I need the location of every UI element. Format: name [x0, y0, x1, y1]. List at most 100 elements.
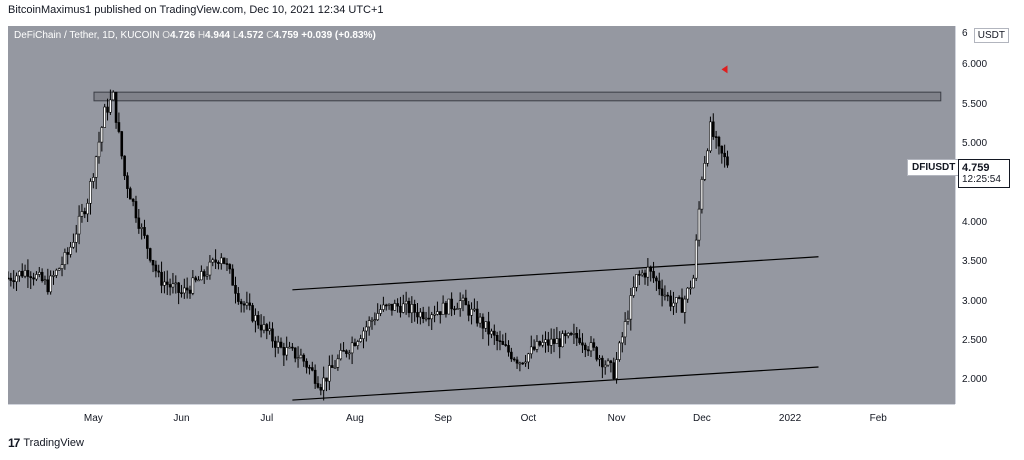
resistance-zone: [93, 91, 942, 102]
candle-body: [291, 346, 294, 349]
candle-body: [106, 106, 109, 113]
candle-body: [55, 269, 58, 276]
candle-body: [114, 91, 118, 123]
candle-body: [490, 330, 493, 335]
candle-body: [202, 271, 206, 277]
candle-body: [308, 367, 311, 369]
candle-body: [57, 268, 61, 271]
candle-body: [100, 127, 104, 143]
candle-body: [228, 264, 232, 270]
candle-body: [15, 275, 18, 283]
candle-body: [603, 364, 607, 368]
candle-body: [60, 264, 64, 269]
candle-body: [23, 270, 27, 277]
candle-body: [262, 324, 266, 331]
candle-body: [316, 383, 320, 388]
candle-body: [302, 354, 306, 362]
candle-body: [222, 257, 226, 264]
candle-body: [464, 297, 468, 306]
candle-body: [669, 295, 672, 307]
candle-body: [601, 357, 604, 368]
price-axis[interactable]: USDT 6.0005.5005.0004.5004.0003.5003.000…: [955, 26, 1015, 404]
candle-body: [214, 259, 217, 263]
chart-plot-area[interactable]: DeFiChain / Tether, 1D, KUCOIN O4.726 H4…: [8, 26, 955, 404]
candle-body: [40, 271, 44, 282]
x-tick-label: Jul: [260, 413, 274, 424]
candle-body: [393, 303, 397, 311]
candle-body: [626, 318, 630, 322]
candle-body: [487, 321, 490, 335]
candle-body: [310, 367, 314, 371]
candle-body: [160, 271, 163, 286]
low-key: L: [232, 30, 239, 41]
candle-body: [558, 338, 562, 348]
candle-body: [63, 252, 67, 265]
candle-body: [29, 276, 33, 279]
candle-body: [370, 319, 374, 322]
candle-body: [140, 227, 143, 229]
candle-body: [126, 175, 129, 189]
candle-body: [467, 304, 471, 316]
x-tick-label: Dec: [692, 413, 711, 424]
candle-body: [80, 211, 84, 217]
candle-body: [458, 300, 462, 309]
candle-body: [456, 308, 459, 310]
candle-body: [94, 156, 98, 178]
open-key: O: [162, 30, 170, 41]
candle-body: [675, 297, 678, 304]
candle-body: [629, 295, 633, 320]
candle-body: [180, 292, 183, 294]
candle-body: [384, 304, 388, 307]
low-value: 4.572: [238, 30, 264, 41]
candle-body: [120, 131, 124, 157]
candle-body: [419, 311, 422, 318]
candle-body: [26, 270, 30, 277]
publisher-header: BitcoinMaximus1 published on TradingView…: [8, 4, 384, 16]
red-marker-arrow: [721, 65, 728, 74]
y-tick-label: 3.500: [962, 256, 988, 268]
candle-body: [407, 300, 411, 314]
candle-body: [697, 208, 701, 241]
candle-body: [32, 277, 35, 280]
candle-body: [347, 352, 351, 355]
last-price: 4.759: [962, 162, 990, 174]
candle-body: [549, 338, 553, 346]
candle-countdown: 12:25:54: [962, 174, 1001, 185]
candle-body: [37, 271, 41, 275]
candle-body: [365, 326, 368, 332]
footer-brand[interactable]: 17 TradingView: [8, 436, 84, 450]
candle-body: [183, 287, 186, 294]
candle-body: [527, 353, 530, 363]
candle-body: [649, 266, 653, 272]
candle-body: [686, 287, 689, 300]
candle-body: [694, 239, 698, 279]
candle-body: [296, 357, 300, 360]
candle-body: [123, 155, 126, 177]
y-tick-label: 6: [962, 28, 968, 39]
candle-body: [245, 302, 249, 306]
candle-body: [584, 344, 587, 351]
candle-body: [18, 270, 21, 277]
candle-body: [177, 282, 180, 293]
y-tick-label: 4.000: [962, 216, 988, 228]
symbol-tag: DFIUSDT: [907, 159, 961, 176]
candle-body: [424, 317, 428, 320]
candle-body: [12, 280, 15, 283]
candle-body: [157, 270, 161, 273]
candle-body: [256, 315, 260, 326]
time-axis[interactable]: May Jun Jul Aug Sep Oct Nov Dec 2022 Feb: [8, 404, 955, 428]
candle-body: [86, 202, 89, 215]
candle-body: [692, 277, 695, 289]
candle-body: [137, 217, 141, 229]
candle-body: [293, 347, 297, 359]
candle-body: [350, 342, 354, 354]
candle-body: [450, 298, 453, 310]
candle-body: [92, 177, 95, 182]
candle-body: [421, 311, 425, 319]
candle-body: [265, 324, 269, 332]
candle-body: [35, 274, 38, 280]
candle-body: [211, 259, 215, 263]
candle-body: [660, 288, 664, 296]
candle-body: [43, 279, 47, 282]
unit-badge[interactable]: USDT: [973, 28, 1009, 43]
